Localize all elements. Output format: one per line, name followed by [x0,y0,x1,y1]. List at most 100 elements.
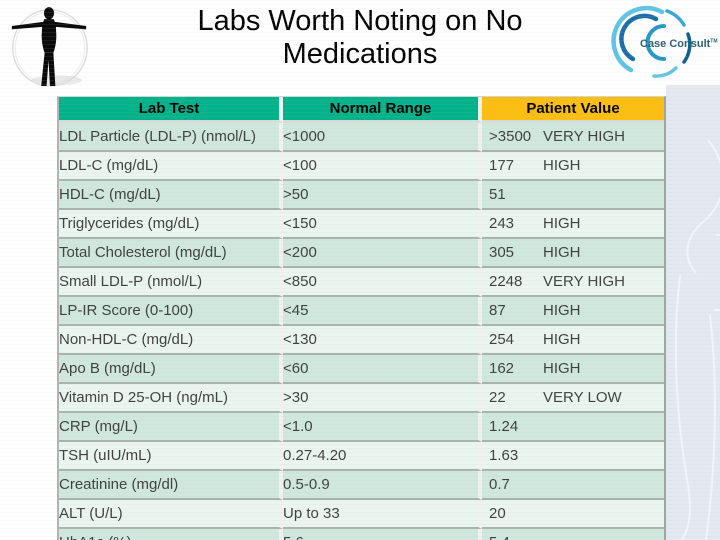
patient-value-number: 1.24 [489,418,519,435]
patient-value-cell: 1.24 [482,413,664,442]
patient-value-cell: >3500 VERY HIGH [482,123,664,152]
normal-range-cell: <60 [283,355,482,384]
table-row: Apo B (mg/dL) <60 162 HIGH [59,355,664,384]
lab-test-cell: Vitamin D 25-OH (ng/mL) [59,384,283,413]
patient-value-flag: VERY HIGH [543,273,625,290]
patient-value-number: 0.7 [489,476,510,493]
table-row: Vitamin D 25-OH (ng/mL) >30 22 VERY LOW [59,384,664,413]
normal-range-cell: 5.6 [283,529,482,540]
lab-results-table: Lab Test Normal Range Patient Value LDL … [57,96,666,540]
side-band [666,85,720,540]
normal-range-cell: <1000 [283,123,482,152]
normal-range-cell: <850 [283,268,482,297]
table-row: LDL Particle (LDL-P) (nmol/L) <1000 >350… [59,123,664,152]
table-header-row: Lab Test Normal Range Patient Value [59,97,664,123]
patient-value-cell: 243 HIGH [482,210,664,239]
patient-value-number: 162 [489,360,515,377]
table-row: Non-HDL-C (mg/dL) <130 254 HIGH [59,326,664,355]
patient-value-flag: HIGH [543,360,581,377]
patient-value-number: 2248 [489,273,523,290]
lab-test-cell: CRP (mg/L) [59,413,283,442]
patient-value-number: 51 [489,186,506,203]
patient-value-cell: 51 [482,181,664,210]
slide-title-line1: Labs Worth Noting on No [197,5,523,37]
patient-value-cell: 0.7 [482,471,664,500]
table-row: Small LDL-P (nmol/L) <850 2248 VERY HIGH [59,268,664,297]
patient-value-cell: 254 HIGH [482,326,664,355]
lab-test-cell: HDL-C (mg/dL) [59,181,283,210]
lab-test-cell: LDL-C (mg/dL) [59,152,283,181]
lab-test-cell: Small LDL-P (nmol/L) [59,268,283,297]
swirl-arcs-icon [611,5,692,78]
patient-value-flag: HIGH [543,215,581,232]
patient-value-cell: 5.4 [482,529,664,540]
patient-value-flag: HIGH [543,244,581,261]
patient-value-flag: VERY HIGH [543,128,625,145]
patient-value-number: >3500 [489,128,532,145]
lab-table-body: LDL Particle (LDL-P) (nmol/L) <1000 >350… [59,123,664,540]
patient-value-number: 243 [489,215,515,232]
patient-value-cell: 87 HIGH [482,297,664,326]
normal-range-cell: <150 [283,210,482,239]
patient-value-cell: 22 VERY LOW [482,384,664,413]
lab-test-cell: ALT (U/L) [59,500,283,529]
patient-value-cell: 177 HIGH [482,152,664,181]
ghost-figure-icon [674,139,720,540]
human-silhouette-icon [11,7,88,87]
normal-range-cell: >30 [283,384,482,413]
logo-tm: TM [710,38,718,45]
table-row: Triglycerides (mg/dL) <150 243 HIGH [59,210,664,239]
column-header-lab-test: Lab Test [59,97,283,123]
lab-test-cell: Creatinine (mg/dl) [59,471,283,500]
table-row: LDL-C (mg/dL) <100 177 HIGH [59,152,664,181]
normal-range-cell: >50 [283,181,482,210]
table-row: ALT (U/L) Up to 33 20 [59,500,664,529]
normal-range-cell: 0.5-0.9 [283,471,482,500]
lab-test-cell: LDL Particle (LDL-P) (nmol/L) [59,123,283,152]
patient-value-flag: HIGH [543,157,581,174]
table-row: Creatinine (mg/dl) 0.5-0.9 0.7 [59,471,664,500]
patient-value-number: 22 [489,389,506,406]
patient-value-number: 5.4 [489,534,543,540]
patient-value-cell: 20 [482,500,664,529]
normal-range-cell: <200 [283,239,482,268]
lab-test-cell: Total Cholesterol (mg/dL) [59,239,283,268]
table-row: CRP (mg/L) <1.0 1.24 [59,413,664,442]
table-row: LP-IR Score (0-100) <45 87 HIGH [59,297,664,326]
slide-title: Labs Worth Noting on No Medications [110,5,610,71]
patient-value-cell: 2248 VERY HIGH [482,268,664,297]
lab-test-cell: Triglycerides (mg/dL) [59,210,283,239]
patient-value-flag: VERY LOW [543,389,622,406]
normal-range-cell: 0.27-4.20 [283,442,482,471]
normal-range-cell: <130 [283,326,482,355]
logo-text: Case Consult [640,38,711,50]
table-row: HDL-C (mg/dL) >50 51 [59,181,664,210]
patient-value-number: 87 [489,302,506,319]
case-consult-wordmark: Case ConsultTM [640,38,718,50]
slide-title-line2: Medications [282,38,438,70]
normal-range-cell: <45 [283,297,482,326]
lab-test-cell: HbA1c (%) [59,529,283,540]
table-row: TSH (uIU/mL) 0.27-4.20 1.63 [59,442,664,471]
vitruvian-figure-logo [6,2,92,88]
column-header-patient-value: Patient Value [482,97,664,123]
table-row: HbA1c (%) 5.6 5.4 [59,529,664,540]
patient-value-flag: HIGH [543,331,581,348]
lab-test-cell: TSH (uIU/mL) [59,442,283,471]
patient-value-number: 1.63 [489,447,519,464]
patient-value-number: 254 [489,331,515,348]
table-row: Total Cholesterol (mg/dL) <200 305 HIGH [59,239,664,268]
patient-value-cell: 1.63 [482,442,664,471]
patient-value-number: 177 [489,157,515,174]
patient-value-flag: HIGH [543,302,581,319]
patient-value-cell: 305 HIGH [482,239,664,268]
case-consult-logo: Case ConsultTM [604,4,718,82]
patient-value-cell: 162 HIGH [482,355,664,384]
column-header-normal-range: Normal Range [283,97,482,123]
normal-range-cell: <100 [283,152,482,181]
lab-test-cell: LP-IR Score (0-100) [59,297,283,326]
normal-range-cell: <1.0 [283,413,482,442]
normal-range-cell: Up to 33 [283,500,482,529]
patient-value-number: 305 [489,244,515,261]
